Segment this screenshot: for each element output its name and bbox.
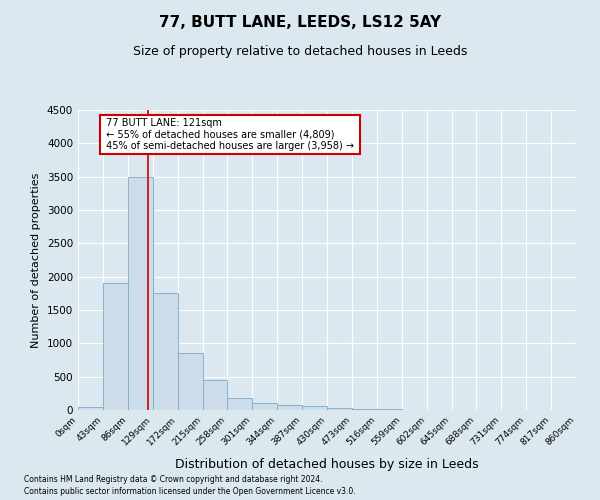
Bar <box>277 405 302 410</box>
Bar <box>152 294 178 410</box>
Bar <box>352 409 377 410</box>
Text: Contains public sector information licensed under the Open Government Licence v3: Contains public sector information licen… <box>24 488 356 496</box>
Text: Contains HM Land Registry data © Crown copyright and database right 2024.: Contains HM Land Registry data © Crown c… <box>24 475 323 484</box>
Bar <box>178 354 203 410</box>
X-axis label: Distribution of detached houses by size in Leeds: Distribution of detached houses by size … <box>175 458 479 471</box>
Text: Size of property relative to detached houses in Leeds: Size of property relative to detached ho… <box>133 45 467 58</box>
Y-axis label: Number of detached properties: Number of detached properties <box>31 172 41 348</box>
Bar <box>128 176 152 410</box>
Text: 77 BUTT LANE: 121sqm
 ← 55% of detached houses are smaller (4,809)
 45% of semi-: 77 BUTT LANE: 121sqm ← 55% of detached h… <box>103 118 357 151</box>
Bar <box>103 284 128 410</box>
Bar <box>252 404 277 410</box>
Bar <box>78 406 103 410</box>
Bar <box>302 406 327 410</box>
Bar <box>327 408 352 410</box>
Bar <box>203 380 227 410</box>
Text: 77, BUTT LANE, LEEDS, LS12 5AY: 77, BUTT LANE, LEEDS, LS12 5AY <box>159 15 441 30</box>
Bar <box>227 398 253 410</box>
